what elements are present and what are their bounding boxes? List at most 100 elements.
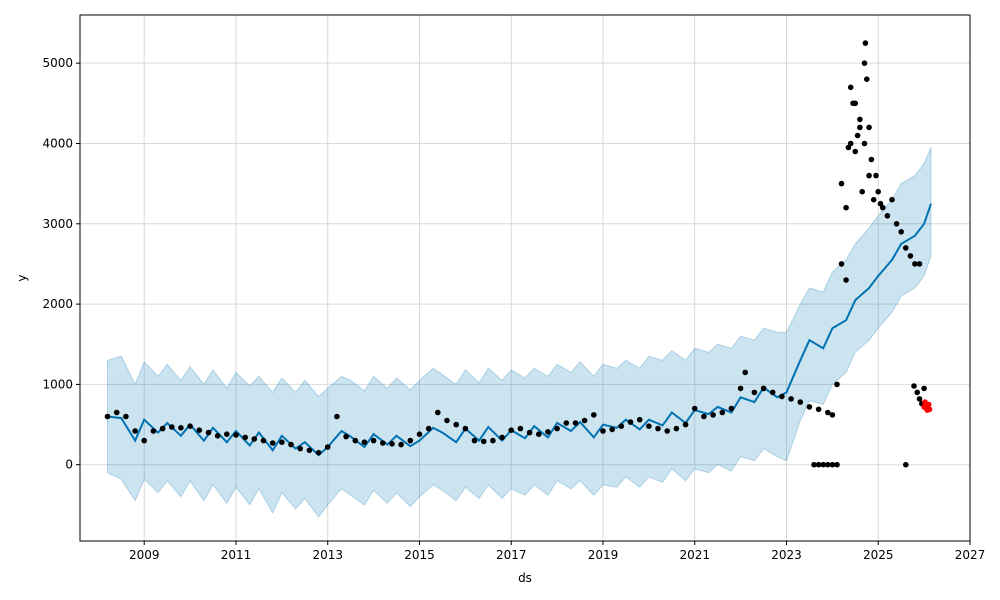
highlight-point	[925, 401, 932, 408]
observed-point	[760, 385, 767, 392]
x-axis-ticks: 2009 2011 2013 2015 2017 2019 2021 2023 2025 2027	[129, 541, 985, 562]
observed-point	[797, 399, 804, 405]
observed-point	[847, 84, 854, 91]
observed-point	[912, 261, 918, 267]
observed-point	[859, 188, 865, 195]
observed-point	[875, 188, 881, 195]
observed-point	[389, 441, 395, 447]
observed-point	[691, 405, 698, 412]
observed-point	[843, 277, 849, 283]
x-tick-label: 2019	[588, 548, 619, 562]
observed-point	[334, 413, 340, 420]
observed-point	[737, 385, 744, 392]
observed-point	[224, 431, 230, 438]
observed-point	[868, 156, 875, 163]
observed-point	[815, 461, 822, 468]
x-tick-label: 2021	[679, 548, 710, 562]
x-tick-label: 2023	[771, 548, 802, 562]
observed-point	[779, 393, 785, 400]
x-tick-label: 2027	[955, 548, 986, 562]
observed-point	[609, 426, 615, 433]
observed-point	[834, 381, 840, 388]
observed-point	[829, 461, 836, 468]
observed-point	[517, 425, 524, 432]
observed-point	[820, 461, 826, 468]
observed-point	[398, 441, 404, 448]
observed-point	[861, 60, 868, 66]
observed-point	[526, 429, 533, 436]
plot-frame	[79, 14, 971, 542]
observed-point	[370, 437, 377, 444]
observed-point	[113, 409, 120, 416]
observed-point	[187, 423, 193, 430]
observed-point	[852, 148, 859, 155]
observed-point	[141, 437, 147, 444]
observed-point	[343, 433, 349, 440]
observed-point	[769, 389, 776, 396]
x-tick-label: 2009	[129, 548, 160, 562]
observed-point	[563, 420, 570, 426]
interval-band	[107, 147, 932, 518]
observed-point	[214, 433, 221, 439]
observed-point	[884, 213, 891, 219]
observed-point	[838, 261, 845, 267]
observed-point	[462, 425, 469, 432]
observed-point	[581, 417, 588, 424]
observed-point	[673, 425, 680, 432]
observed-point	[838, 180, 845, 187]
observed-point	[825, 461, 831, 468]
observed-point	[857, 116, 863, 123]
observed-point	[205, 429, 212, 436]
observed-point	[829, 412, 836, 418]
observed-point	[701, 413, 707, 420]
observed-point	[893, 221, 900, 227]
observed-point	[916, 261, 923, 267]
observed-point	[499, 434, 505, 441]
observed-point	[655, 425, 661, 432]
observed-point	[806, 404, 813, 410]
x-axis-label: ds	[518, 571, 532, 585]
observed-point	[914, 389, 920, 396]
observed-point	[870, 196, 877, 203]
observed-point	[480, 438, 487, 445]
observed-point	[850, 100, 856, 107]
observed-point	[877, 200, 884, 207]
observed-point	[636, 416, 643, 423]
observed-point	[911, 383, 917, 389]
observed-point	[508, 427, 514, 434]
observed-point	[269, 440, 276, 446]
observed-point	[834, 461, 840, 468]
x-tick-label: 2015	[404, 548, 435, 562]
observed-point	[719, 409, 726, 416]
observed-point	[150, 428, 157, 434]
forecast-line	[107, 203, 932, 457]
x-tick-label: 2025	[863, 548, 894, 562]
observed-point	[825, 409, 831, 416]
observed-point	[444, 417, 450, 424]
x-tick-label: 2011	[221, 548, 252, 562]
observed-point	[600, 428, 606, 434]
observed-point	[104, 413, 111, 420]
observed-point	[751, 389, 758, 396]
observed-point	[324, 444, 331, 450]
observed-point	[889, 196, 895, 203]
observed-point	[545, 429, 551, 435]
y-axis-label: y	[15, 274, 29, 281]
observed-point	[425, 425, 432, 432]
observed-point	[416, 431, 423, 438]
y-tick-label: 3000	[42, 217, 73, 231]
observed-point	[471, 437, 478, 444]
observed-point	[627, 419, 634, 425]
observed-point	[178, 425, 184, 431]
observed-point	[815, 406, 822, 413]
observed-point	[854, 132, 861, 139]
observed-point	[862, 40, 869, 46]
y-tick-label: 1000	[42, 377, 73, 391]
x-tick-label: 2013	[312, 548, 343, 562]
observed-point	[845, 144, 852, 151]
observed-point	[490, 437, 496, 444]
observed-point	[843, 204, 849, 211]
observed-point	[903, 461, 909, 468]
observed-point	[898, 229, 904, 235]
observed-point	[907, 253, 914, 259]
